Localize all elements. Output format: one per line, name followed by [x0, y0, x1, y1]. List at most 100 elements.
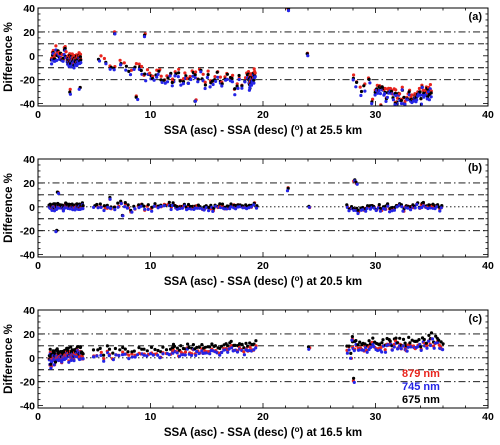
point-blue: [156, 353, 160, 357]
point-blue: [119, 202, 123, 206]
point-black: [237, 73, 241, 78]
point-blue: [365, 350, 369, 354]
point-blue: [352, 208, 356, 212]
point-blue: [356, 211, 360, 216]
point-blue: [350, 338, 354, 342]
point-black: [167, 200, 171, 204]
point-red: [246, 70, 251, 74]
point-blue: [307, 205, 311, 209]
point-black: [254, 339, 258, 343]
point-blue: [102, 208, 106, 213]
point-blue: [211, 82, 215, 87]
y-axis-label: Difference %: [3, 22, 15, 92]
point-blue: [187, 207, 191, 211]
point-black: [48, 347, 52, 351]
point-blue: [175, 207, 179, 211]
point-blue: [419, 348, 423, 352]
point-red: [148, 71, 152, 75]
point-blue: [347, 348, 351, 352]
point-black: [200, 343, 204, 347]
point-black: [164, 348, 169, 352]
point-black: [359, 89, 364, 94]
point-black: [238, 342, 242, 346]
point-blue: [386, 204, 390, 208]
point-black: [112, 205, 116, 209]
point-red: [231, 73, 235, 77]
point-black: [371, 336, 375, 340]
point-black: [220, 202, 225, 206]
point-blue: [376, 91, 380, 95]
point-blue: [108, 197, 112, 201]
point-black: [66, 346, 70, 350]
point-black: [123, 201, 127, 205]
point-red: [201, 72, 205, 76]
point-blue: [401, 344, 405, 348]
point-blue: [178, 354, 182, 358]
x-tick-label: 10: [145, 260, 157, 272]
point-black: [367, 339, 371, 343]
point-red: [129, 68, 133, 72]
data-points: [47, 331, 445, 384]
point-black: [422, 337, 426, 342]
point-blue: [351, 78, 355, 82]
point-red: [203, 349, 207, 353]
point-red: [223, 75, 227, 79]
point-red: [253, 71, 257, 75]
point-black: [193, 73, 197, 77]
point-black: [421, 200, 425, 205]
point-blue: [396, 347, 400, 351]
point-blue: [406, 206, 410, 210]
point-blue: [235, 350, 240, 354]
point-red: [54, 44, 58, 48]
y-tick-label: 0: [29, 202, 35, 214]
point-blue: [54, 230, 58, 234]
point-blue: [183, 353, 187, 357]
point-blue: [114, 353, 118, 357]
point-blue: [218, 353, 222, 357]
point-black: [197, 345, 201, 349]
point-black: [380, 341, 384, 345]
point-blue: [438, 209, 442, 213]
point-blue: [208, 352, 212, 356]
point-blue: [50, 62, 54, 66]
point-black: [91, 348, 96, 352]
point-red: [395, 96, 400, 100]
point-blue: [158, 356, 162, 360]
point-blue: [92, 205, 96, 209]
point-blue: [130, 355, 134, 359]
point-blue: [97, 59, 102, 63]
point-black: [240, 342, 244, 346]
point-blue: [128, 73, 133, 77]
point-red: [188, 74, 192, 79]
point-black: [362, 84, 366, 88]
point-blue: [418, 93, 422, 97]
point-blue: [77, 87, 81, 91]
point-black: [107, 347, 112, 351]
point-black: [175, 346, 179, 350]
point-black: [439, 340, 443, 344]
point-black: [119, 199, 123, 203]
point-black: [345, 203, 349, 207]
point-black: [179, 344, 183, 348]
data-points: [47, 178, 444, 234]
point-blue: [399, 347, 403, 351]
point-black: [187, 345, 191, 350]
point-blue: [361, 208, 365, 212]
point-black: [347, 344, 351, 348]
legend-entry-1: 745 nm: [402, 381, 440, 393]
point-blue: [372, 345, 376, 349]
point-blue: [57, 191, 61, 196]
point-blue: [405, 349, 409, 353]
point-black: [126, 350, 130, 354]
point-black: [419, 97, 423, 101]
point-black: [203, 83, 207, 87]
point-blue: [179, 83, 183, 87]
point-black: [206, 73, 210, 77]
point-black: [170, 80, 174, 85]
point-blue: [370, 102, 374, 106]
point-blue: [202, 208, 206, 212]
point-blue: [243, 80, 247, 84]
point-blue: [67, 360, 71, 364]
point-black: [408, 341, 412, 345]
point-black: [386, 202, 390, 206]
